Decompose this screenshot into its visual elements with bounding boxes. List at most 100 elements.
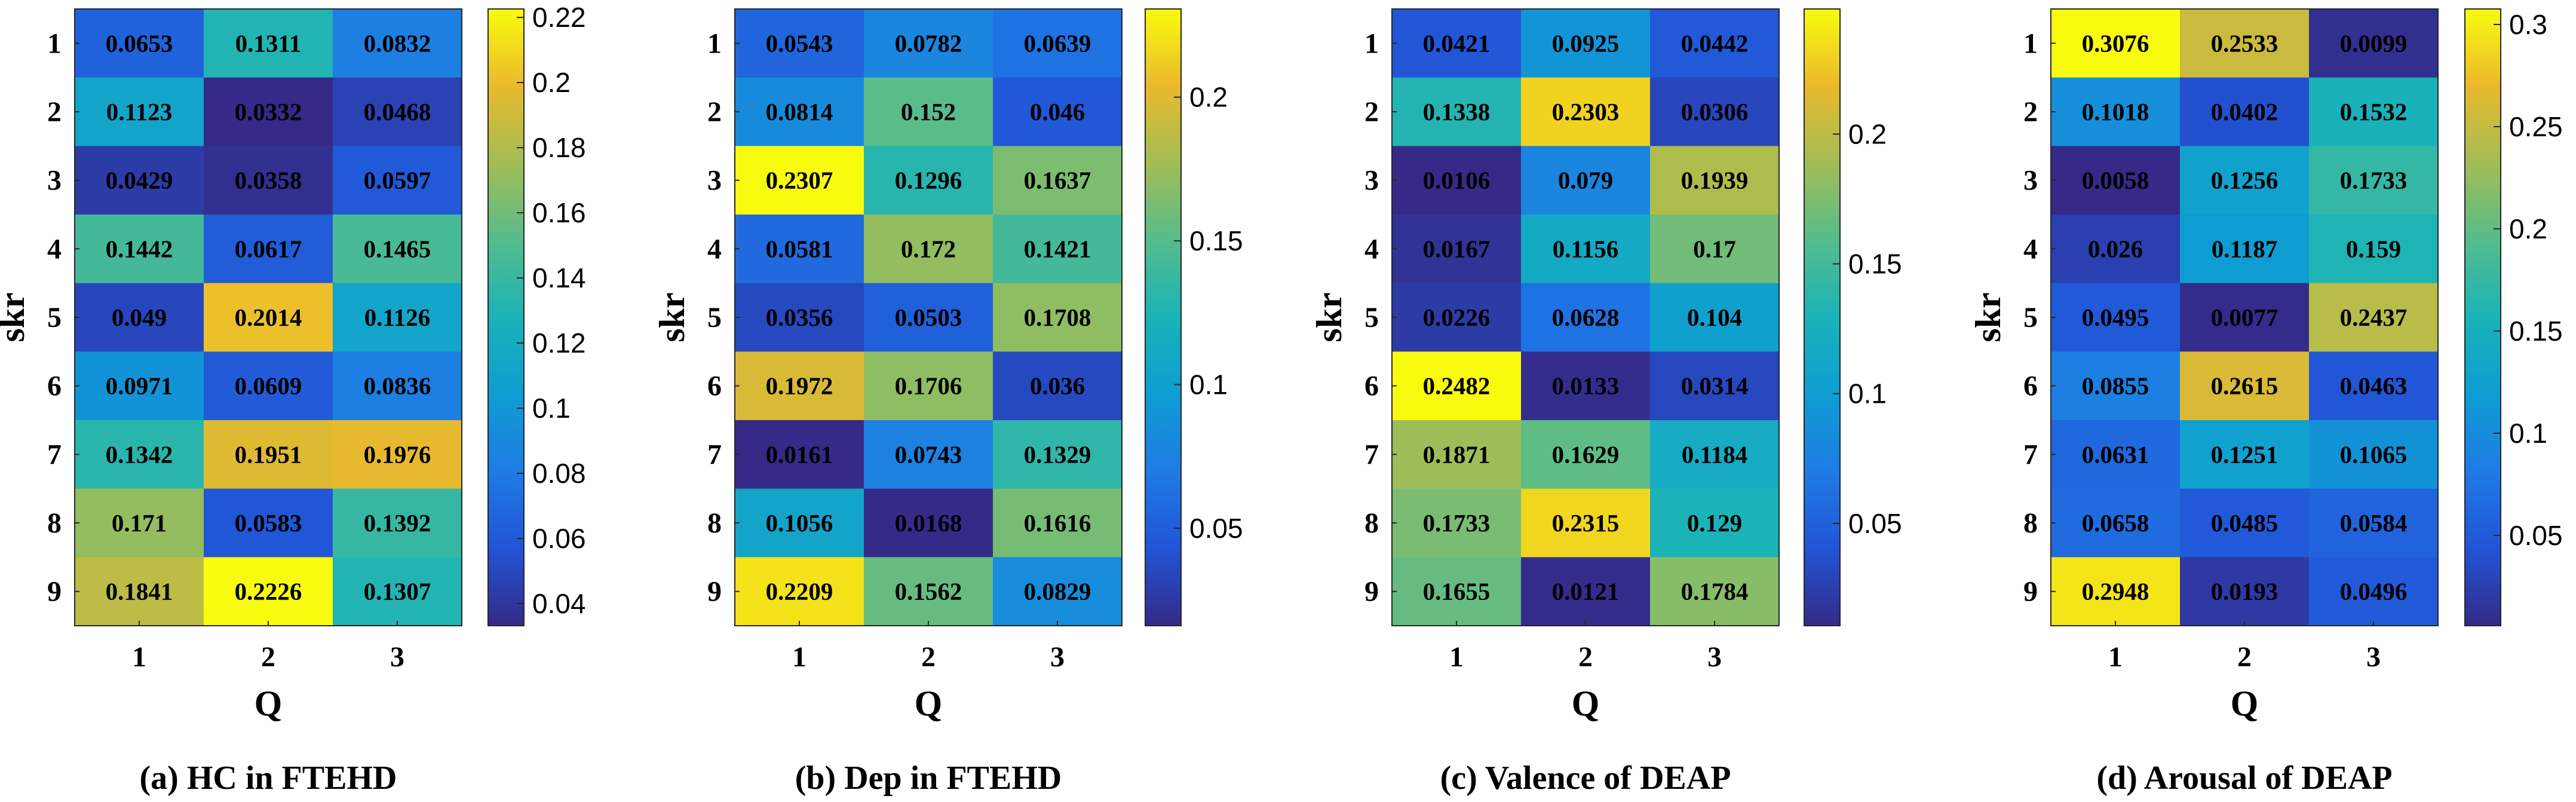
heatmap-cell-r8-c2 [2180, 488, 2310, 558]
heatmap-cell-r2-c1 [1392, 77, 1522, 146]
cell-value-label-r4-c3: 0.159 [2346, 235, 2401, 262]
heatmap-cell-r8-c1 [735, 488, 864, 558]
cell-value-label-r9-c3: 0.0496 [2340, 578, 2408, 605]
cell-value-label-r4-c3: 0.17 [1693, 235, 1736, 262]
heatmap-cell-r6-c3 [2309, 351, 2439, 421]
colorbar-tick-label: 0.1 [2509, 418, 2547, 449]
cell-value-label-r7-c1: 0.1342 [106, 440, 173, 468]
heatmap-cell-r2-c3 [1650, 77, 1780, 146]
heatmap-cell-r1-c3 [993, 9, 1123, 78]
heatmap-cell-r5-c3 [2309, 283, 2439, 352]
heatmap-cell-r1-c1 [1392, 9, 1522, 78]
cell-value-label-r5-c2: 0.0503 [895, 304, 962, 331]
y-tick-label-6: 6 [707, 371, 722, 402]
heatmap-cell-r5-c2 [1521, 283, 1651, 352]
cell-value-label-r2-c3: 0.1532 [2340, 98, 2408, 125]
cell-value-label-r6-c1: 0.0855 [2082, 372, 2149, 400]
x-tick-label-1: 1 [792, 641, 806, 673]
heatmap-cell-r6-c2 [1521, 351, 1651, 421]
heatmap-cell-r5-c2 [2180, 283, 2310, 352]
y-tick-label-8: 8 [47, 507, 62, 539]
heatmap-cell-r9-c2 [864, 557, 993, 626]
cell-value-label-r4-c3: 0.1421 [1024, 235, 1091, 262]
cell-value-label-r9-c3: 0.1784 [1681, 578, 1749, 605]
y-tick-label-9: 9 [47, 576, 62, 608]
cell-value-label-r6-c2: 0.0609 [235, 372, 302, 400]
colorbar-tick-label: 0.14 [532, 262, 586, 293]
y-tick-label-2: 2 [707, 96, 722, 128]
colorbar-tick-label: 0.05 [2509, 520, 2563, 551]
y-tick-label-2: 2 [1364, 96, 1379, 128]
heatmap-cell-r9-c2 [1521, 557, 1651, 626]
colorbar-tick-label: 0.06 [532, 523, 586, 554]
x-tick-label-1: 1 [2108, 641, 2123, 673]
cell-value-label-r2-c2: 0.0332 [235, 98, 302, 125]
cell-value-label-r1-c1: 0.3076 [2082, 29, 2149, 57]
heatmap-cell-r9-c3 [1650, 557, 1780, 626]
heatmap-cell-r4-c3 [993, 215, 1123, 284]
cell-value-label-r5-c1: 0.0495 [2082, 304, 2149, 331]
cell-value-label-r2-c2: 0.152 [901, 98, 956, 125]
cell-value-label-r1-c3: 0.0099 [2340, 29, 2408, 57]
heatmap-cell-r9-c3 [2309, 557, 2439, 626]
heatmap-cell-r6-c2 [204, 351, 333, 421]
cell-value-label-r8-c1: 0.1056 [766, 509, 833, 537]
heatmap-cell-r4-c3 [1650, 215, 1780, 284]
cell-value-label-r7-c3: 0.1184 [1682, 440, 1748, 468]
cell-value-label-r9-c1: 0.2948 [2082, 578, 2149, 605]
cell-value-label-r9-c2: 0.0193 [2211, 578, 2278, 605]
x-axis-label: Q [1572, 684, 1600, 723]
y-tick-label-7: 7 [707, 439, 722, 470]
cell-value-label-r1-c3: 0.0832 [364, 29, 431, 57]
heatmap-cell-r7-c2 [2180, 420, 2310, 489]
heatmap-cell-r3-c1 [75, 146, 204, 215]
heatmap-cell-r4-c3 [2309, 215, 2439, 284]
heatmap-cell-r8-c2 [1521, 488, 1651, 558]
heatmap-cell-r4-c2 [864, 215, 993, 284]
cell-value-label-r4-c2: 0.1187 [2212, 235, 2278, 262]
cell-value-label-r3-c3: 0.0597 [364, 167, 431, 194]
y-tick-label-6: 6 [47, 371, 62, 402]
heatmap-cell-r3-c2 [864, 146, 993, 215]
heatmap-cell-r9-c1 [75, 557, 204, 626]
y-tick-label-4: 4 [47, 233, 62, 265]
heatmap-cell-r6-c1 [735, 351, 864, 421]
cell-value-label-r1-c1: 0.0421 [1423, 29, 1491, 57]
heatmap-cell-r3-c3 [993, 146, 1123, 215]
colorbar [487, 8, 525, 626]
heatmap-cell-r8-c1 [75, 488, 204, 558]
cell-value-label-r4-c2: 0.172 [901, 235, 956, 262]
heatmap-cell-r3-c2 [2180, 146, 2310, 215]
colorbar [2464, 8, 2501, 626]
heatmap-cell-r4-c3 [333, 215, 462, 284]
colorbar-tick-label: 0.2 [1848, 118, 1887, 149]
panel-caption: (d) Arousal of DEAP [2096, 760, 2392, 797]
heatmap-cell-r2-c3 [333, 77, 462, 146]
cell-value-label-r8-c2: 0.0485 [2211, 509, 2278, 537]
colorbar-tick-label: 0.22 [532, 2, 586, 33]
x-axis-label: Q [915, 684, 943, 723]
heatmap-cell-r5-c1 [2051, 283, 2181, 352]
colorbar-tick-label: 0.1 [1189, 369, 1228, 400]
cell-value-label-r1-c1: 0.0543 [766, 29, 833, 57]
y-tick-label-3: 3 [47, 165, 62, 197]
heatmap-cell-r9-c2 [2180, 557, 2310, 626]
heatmap-cell-r5-c3 [1650, 283, 1780, 352]
colorbar-tick-label: 0.3 [2509, 9, 2547, 40]
heatmap-cell-r2-c1 [75, 77, 204, 146]
cell-value-label-r8-c2: 0.0583 [235, 509, 302, 537]
x-tick-label-2: 2 [2237, 641, 2252, 673]
colorbar-tick-label: 0.25 [2509, 111, 2563, 142]
cell-value-label-r9-c2: 0.0121 [1552, 578, 1620, 605]
y-tick-label-2: 2 [47, 96, 62, 128]
y-tick-label-5: 5 [47, 302, 62, 333]
cell-value-label-r8-c2: 0.0168 [895, 509, 962, 537]
cell-value-label-r4-c1: 0.0581 [766, 235, 833, 262]
cell-value-label-r6-c3: 0.036 [1030, 372, 1085, 400]
cell-value-label-r4-c2: 0.1156 [1553, 235, 1619, 262]
cell-value-label-r4-c2: 0.0617 [235, 235, 302, 262]
cell-value-label-r3-c1: 0.0429 [106, 167, 173, 194]
